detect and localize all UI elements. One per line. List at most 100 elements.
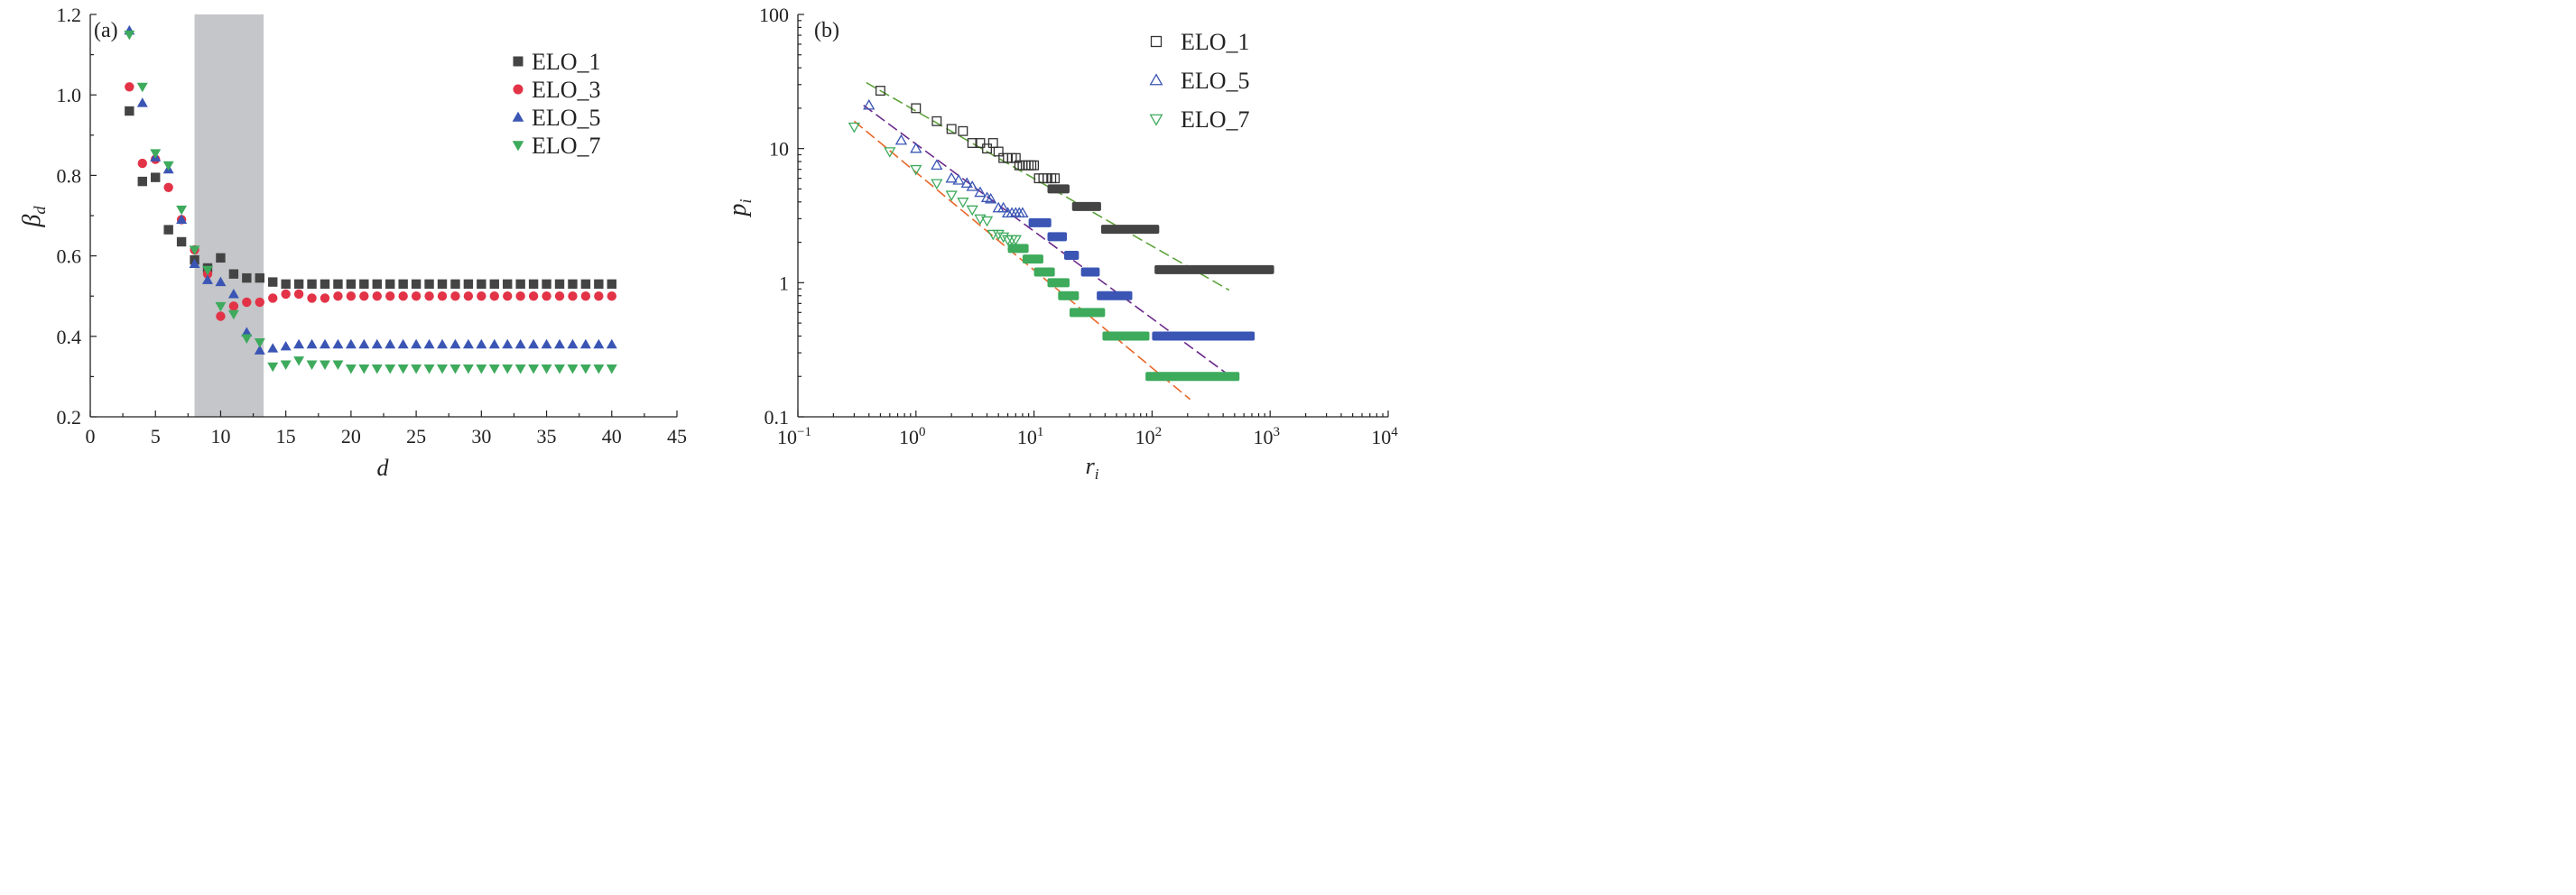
data-point: [462, 364, 474, 374]
legend-label: ELO_1: [532, 49, 601, 75]
data-point: [568, 291, 578, 301]
data-point: [462, 338, 474, 349]
data-band: [1097, 291, 1133, 300]
data-point: [594, 291, 604, 301]
data-point: [281, 279, 291, 290]
y-tick-label: 1: [779, 272, 789, 294]
data-point: [974, 186, 987, 198]
data-point: [437, 279, 448, 290]
data-point: [424, 291, 434, 301]
data-point: [957, 198, 969, 208]
data-point: [863, 98, 876, 110]
data-point: [488, 338, 500, 349]
data-point: [1050, 173, 1061, 184]
data-point: [241, 334, 253, 345]
data-point: [987, 138, 998, 148]
panel-b-ylabel-main: p: [724, 204, 752, 218]
panel-a-chart: (a) 0 5 10 15 20 25 30 35 40 45 0.2 0.4 0.6 0.8 1.0 1.2…: [57, 4, 688, 448]
data-point: [136, 82, 148, 93]
data-point: [254, 338, 265, 348]
data-point: [996, 232, 1010, 244]
data-point: [411, 338, 422, 349]
data-point: [333, 291, 343, 301]
data-band: [1071, 201, 1101, 211]
data-point: [176, 205, 188, 216]
panel-a-xlabel: d: [377, 455, 390, 481]
data-point: [542, 279, 551, 290]
data-point: [848, 122, 861, 134]
data-point: [411, 364, 422, 374]
series-elo-7: [124, 30, 617, 374]
data-point: [254, 345, 265, 355]
series-elo-5: [863, 98, 1256, 381]
y-tick-label: 0.8: [57, 164, 82, 187]
data-point: [293, 338, 305, 349]
legend-label: ELO_7: [1181, 106, 1250, 133]
data-point: [293, 289, 304, 300]
panel-b-xlabel: ri: [1086, 453, 1099, 483]
data-point: [307, 279, 317, 290]
panel-a-tag: (a): [94, 19, 118, 42]
x-tick-label: 0: [86, 425, 96, 448]
x-tick-label: 45: [667, 425, 687, 448]
legend-marker: [513, 84, 524, 95]
data-point: [1009, 235, 1022, 246]
legend-marker: [1149, 73, 1163, 86]
data-point: [477, 279, 486, 290]
data-point: [960, 177, 973, 189]
data-point: [424, 279, 434, 290]
data-point: [411, 279, 422, 290]
data-point: [437, 364, 448, 374]
data-point: [371, 338, 383, 349]
data-point: [1026, 160, 1037, 171]
data-point: [875, 86, 885, 96]
legend-marker: [513, 56, 524, 67]
panel-b-chart: (b) 10−1 100 101 102 103 1040.1110100ELO_1ELO…: [759, 4, 1398, 448]
y-tick-label: 100: [759, 4, 789, 26]
data-point: [606, 338, 617, 349]
data-point: [189, 258, 200, 269]
data-band: [1080, 267, 1100, 277]
data-point: [306, 360, 318, 370]
panel-b-xlabel-sub: i: [1095, 466, 1099, 483]
data-point: [332, 360, 344, 370]
y-tick-label: 10: [769, 138, 789, 161]
data-point: [502, 364, 514, 374]
data-point: [554, 338, 565, 349]
data-point: [606, 364, 617, 374]
data-point: [554, 364, 565, 374]
data-band: [1069, 308, 1106, 318]
svg-text:βd: βd: [18, 206, 49, 228]
data-point: [476, 364, 487, 374]
x-tick-label: 10−1: [777, 425, 811, 448]
data-point: [1020, 160, 1031, 171]
data-point: [541, 338, 552, 349]
data-point: [515, 291, 525, 301]
data-point: [293, 356, 305, 366]
data-point: [280, 340, 292, 351]
data-point: [423, 338, 435, 349]
data-point: [437, 338, 448, 349]
data-point: [346, 279, 357, 290]
data-point: [437, 291, 448, 301]
data-point: [910, 164, 922, 176]
x-tick-label: 101: [1017, 425, 1044, 448]
data-point: [176, 214, 188, 224]
data-point: [528, 291, 539, 301]
data-point: [982, 143, 992, 154]
data-point: [1024, 160, 1034, 171]
panel-b-legend: ELO_1 ELO_5 ELO_7: [1149, 29, 1250, 133]
data-point: [966, 180, 978, 191]
data-point: [966, 205, 978, 217]
data-point: [227, 288, 239, 299]
data-point: [514, 364, 526, 374]
data-point: [137, 176, 147, 187]
data-point: [346, 291, 357, 301]
data-point: [449, 338, 461, 349]
data-band: [1102, 331, 1150, 341]
data-point: [398, 279, 408, 290]
data-point: [280, 360, 292, 370]
data-point: [528, 279, 539, 290]
x-tick-label: 30: [471, 425, 491, 448]
data-point: [372, 291, 382, 301]
